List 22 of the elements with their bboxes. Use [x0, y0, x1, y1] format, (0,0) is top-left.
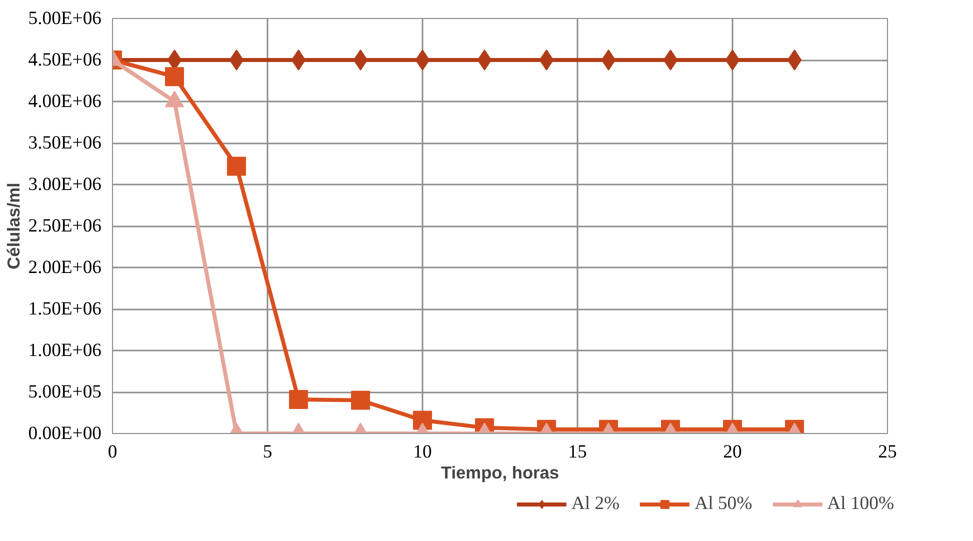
y-tick-label: 4.50E+06: [28, 50, 102, 70]
x-tick-label: 5: [262, 442, 272, 462]
x-axis-title: Tiempo, horas: [440, 462, 560, 482]
y-tick-label: 1.50E+06: [28, 298, 102, 320]
x-tick-label: 15: [568, 442, 587, 462]
y-tick-label: 5.00E+06: [28, 8, 102, 29]
x-tick-label: 25: [878, 442, 897, 462]
y-tick-label: 4.00E+06: [28, 91, 102, 112]
x-tick-label: 20: [723, 442, 742, 462]
y-tick-label: 2.00E+06: [28, 257, 102, 278]
y-axis-title: Células/ml: [3, 182, 24, 270]
y-tick-label: 3.00E+06: [28, 174, 102, 195]
y-tick-label: 3.50E+06: [28, 132, 102, 154]
y-tick-label: 2.50E+06: [28, 216, 102, 236]
x-tick-label: 10: [413, 442, 432, 462]
y-tick-label: 5.00E+05: [28, 382, 102, 402]
y-tick-label: 1.00E+06: [28, 340, 102, 361]
y-tick-label: 0.00E+00: [28, 423, 102, 444]
x-tick-label: 0: [108, 442, 118, 462]
legend-label: Al 2%: [571, 493, 620, 515]
legend-label: Al 50%: [694, 493, 752, 515]
legend-label: Al 100%: [827, 493, 894, 515]
